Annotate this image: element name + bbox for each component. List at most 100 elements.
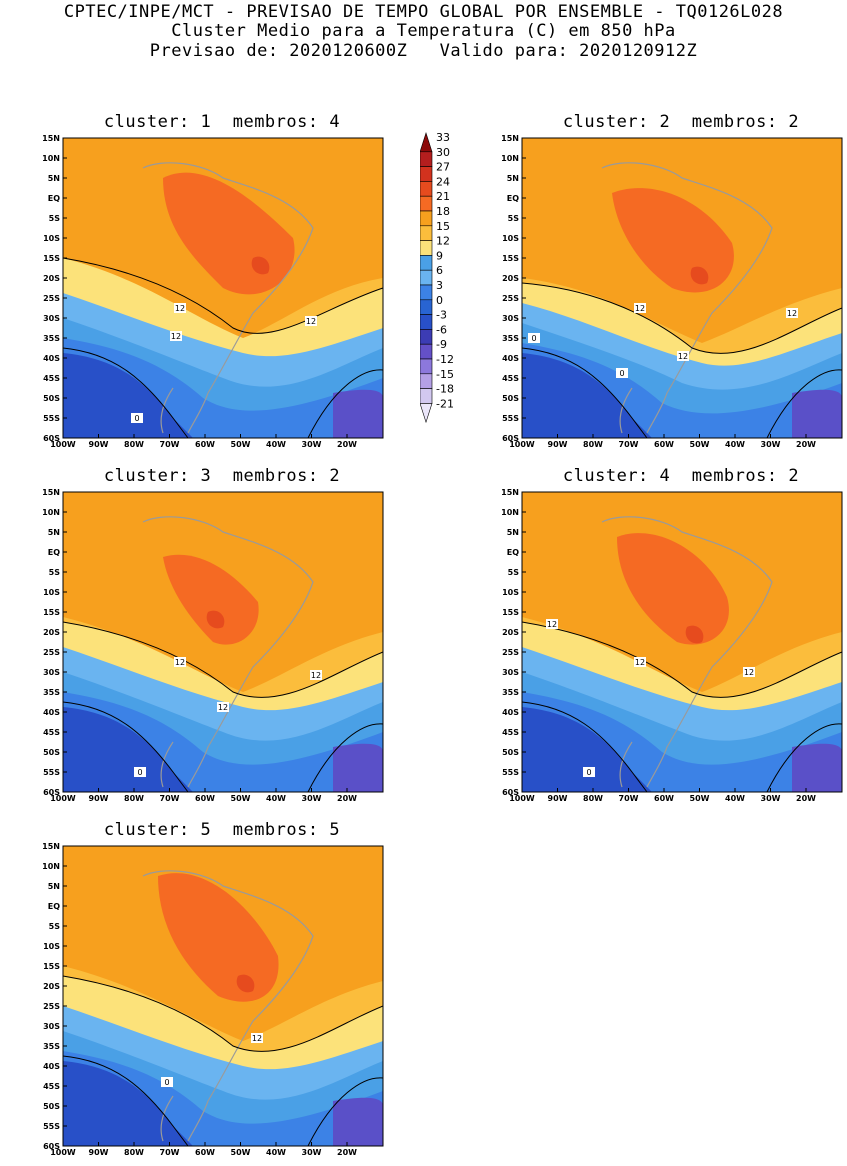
lat-tick-label: 50S (502, 394, 519, 403)
map-panel-cluster-3: 12 12 12 0 15N 10N 5N EQ 5S 10S 15S 20S 25S 30S 35S 40S… (0, 488, 390, 812)
contour-label-box (251, 1033, 263, 1043)
contour-label-box (217, 702, 229, 712)
lon-tick-label: 50W (231, 794, 251, 803)
lat-tick-label: 30S (43, 668, 60, 677)
temperature-band (333, 389, 383, 438)
lat-tick-label: 10N (42, 862, 60, 871)
temperature-band (333, 743, 383, 792)
lat-tick-label: 25S (502, 648, 519, 657)
coastline (601, 516, 773, 788)
map-frame (521, 137, 843, 439)
lat-tick-label: 40S (502, 708, 519, 717)
legend-swatch (419, 195, 433, 212)
temperature-band (685, 625, 704, 644)
lat-tick-label: 60S (43, 788, 60, 797)
lat-tick-label: 50S (43, 748, 60, 757)
legend-swatch (419, 181, 433, 197)
lat-tick-label: 45S (502, 728, 519, 737)
temperature-band (63, 1061, 193, 1146)
lon-tick-label: 30W (302, 1148, 322, 1157)
legend-swatch (419, 358, 433, 375)
lat-tick-label: EQ (507, 548, 519, 557)
legend-label: 9 (436, 249, 443, 262)
lat-tick-label: 20S (502, 628, 519, 637)
contour-label: 12 (678, 352, 688, 361)
temperature-band (236, 974, 255, 993)
lon-tick-label: 50W (690, 794, 710, 803)
lon-tick-label: 80W (124, 1148, 144, 1157)
lat-tick-label: 25S (43, 648, 60, 657)
contour-label-box (310, 670, 322, 680)
lat-tick-label: 45S (43, 1082, 60, 1091)
lat-tick-label: 45S (43, 728, 60, 737)
contour-line-12 (62, 257, 384, 334)
legend-label: -21 (436, 397, 454, 410)
contour-label-box (786, 308, 798, 318)
contour-label-box (131, 413, 143, 423)
lat-tick-label: 5N (48, 528, 60, 537)
lat-tick-label: 10S (502, 588, 519, 597)
legend-swatch (419, 329, 433, 345)
lat-tick-label: 10N (501, 154, 519, 163)
legend-swatch (419, 151, 433, 167)
lat-tick-label: 25S (43, 294, 60, 303)
contour-label: 12 (635, 304, 645, 313)
map-frame (62, 845, 384, 1147)
contour-label-box (634, 657, 646, 667)
lon-tick-label: 70W (160, 1148, 180, 1157)
contour-label: 12 (787, 309, 797, 318)
lat-tick-label: 40S (502, 354, 519, 363)
lat-tick-label: 55S (43, 414, 60, 423)
lat-tick-label: 50S (502, 748, 519, 757)
lon-tick-label: 70W (619, 794, 639, 803)
legend-swatch (419, 166, 433, 182)
lon-tick-label: 60W (654, 440, 674, 449)
contour-label: 12 (306, 317, 316, 326)
lat-tick-label: 5N (48, 174, 60, 183)
lat-tick-label: 45S (502, 374, 519, 383)
lon-tick-label: 40W (266, 440, 286, 449)
map-panel-cluster-4: 12 12 12 0 15N 10N 5N EQ 5S 10S 15S 20S 25S 30S 35S 40S… (459, 488, 847, 812)
header-line-1: CPTEC/INPE/MCT - PREVISAO DE TEMPO GLOBA… (63, 2, 784, 22)
lat-tick-label: 60S (43, 434, 60, 443)
lat-tick-label: 55S (43, 768, 60, 777)
lat-tick-label: 20S (43, 628, 60, 637)
lon-tick-label: 50W (231, 1148, 251, 1157)
lon-tick-label: 90W (89, 794, 109, 803)
lat-tick-label: 35S (43, 688, 60, 697)
lon-tick-label: 50W (231, 440, 251, 449)
map-panel-cluster-1: 12 12 12 0 15N 10N 5N EQ 5S 10S 15S 20S 25S 30S 35S 40S… (0, 134, 390, 458)
lon-tick-label: 40W (725, 794, 745, 803)
lat-tick-label: 10S (43, 588, 60, 597)
legend-swatch (419, 225, 433, 241)
legend-swatch (419, 240, 433, 256)
lat-tick-label: 10N (42, 154, 60, 163)
lat-tick-label: 25S (502, 294, 519, 303)
lon-tick-label: 40W (266, 1148, 286, 1157)
lon-tick-label: 30W (761, 794, 781, 803)
contour-line-0 (62, 701, 384, 793)
lat-tick-label: 15N (501, 134, 519, 143)
contour-label: 12 (547, 620, 557, 629)
lat-tick-label: 35S (43, 1042, 60, 1051)
lat-tick-label: 5N (507, 528, 519, 537)
legend-swatch (419, 343, 433, 360)
temperature-band (158, 873, 279, 1002)
lat-tick-label: 5S (49, 214, 61, 223)
contour-label: 0 (164, 1078, 169, 1087)
coastline (142, 870, 314, 1142)
lon-tick-label: 100W (509, 794, 535, 803)
legend-label: 21 (436, 190, 450, 203)
temperature-band (206, 610, 225, 629)
lat-tick-label: 15N (42, 134, 60, 143)
map-panel-cluster-5: 12 0 15N 10N 5N EQ 5S 10S 15S 20S 25S 30S 35S 40S 45S 5… (0, 842, 390, 1166)
lat-tick-label: EQ (48, 548, 60, 557)
contour-line-12 (62, 975, 384, 1052)
lat-tick-label: 50S (43, 1102, 60, 1111)
lon-tick-label: 60W (195, 440, 215, 449)
contour-label: 12 (635, 658, 645, 667)
legend-swatch (419, 403, 433, 424)
lat-tick-label: 55S (43, 1122, 60, 1131)
legend-swatch (419, 132, 433, 153)
lat-tick-label: 10S (43, 942, 60, 951)
